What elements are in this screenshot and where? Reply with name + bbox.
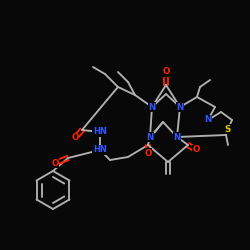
Text: O: O — [192, 146, 200, 154]
Text: HN: HN — [93, 146, 107, 154]
Text: N: N — [174, 132, 180, 141]
Text: N: N — [146, 132, 154, 141]
Text: N: N — [148, 102, 156, 112]
Text: HN: HN — [93, 128, 107, 136]
Text: O: O — [162, 68, 170, 76]
Text: O: O — [144, 148, 152, 158]
Text: N: N — [204, 116, 212, 124]
Text: O: O — [51, 158, 59, 168]
Text: O: O — [71, 134, 79, 142]
Text: S: S — [225, 124, 231, 134]
Text: N: N — [176, 102, 184, 112]
